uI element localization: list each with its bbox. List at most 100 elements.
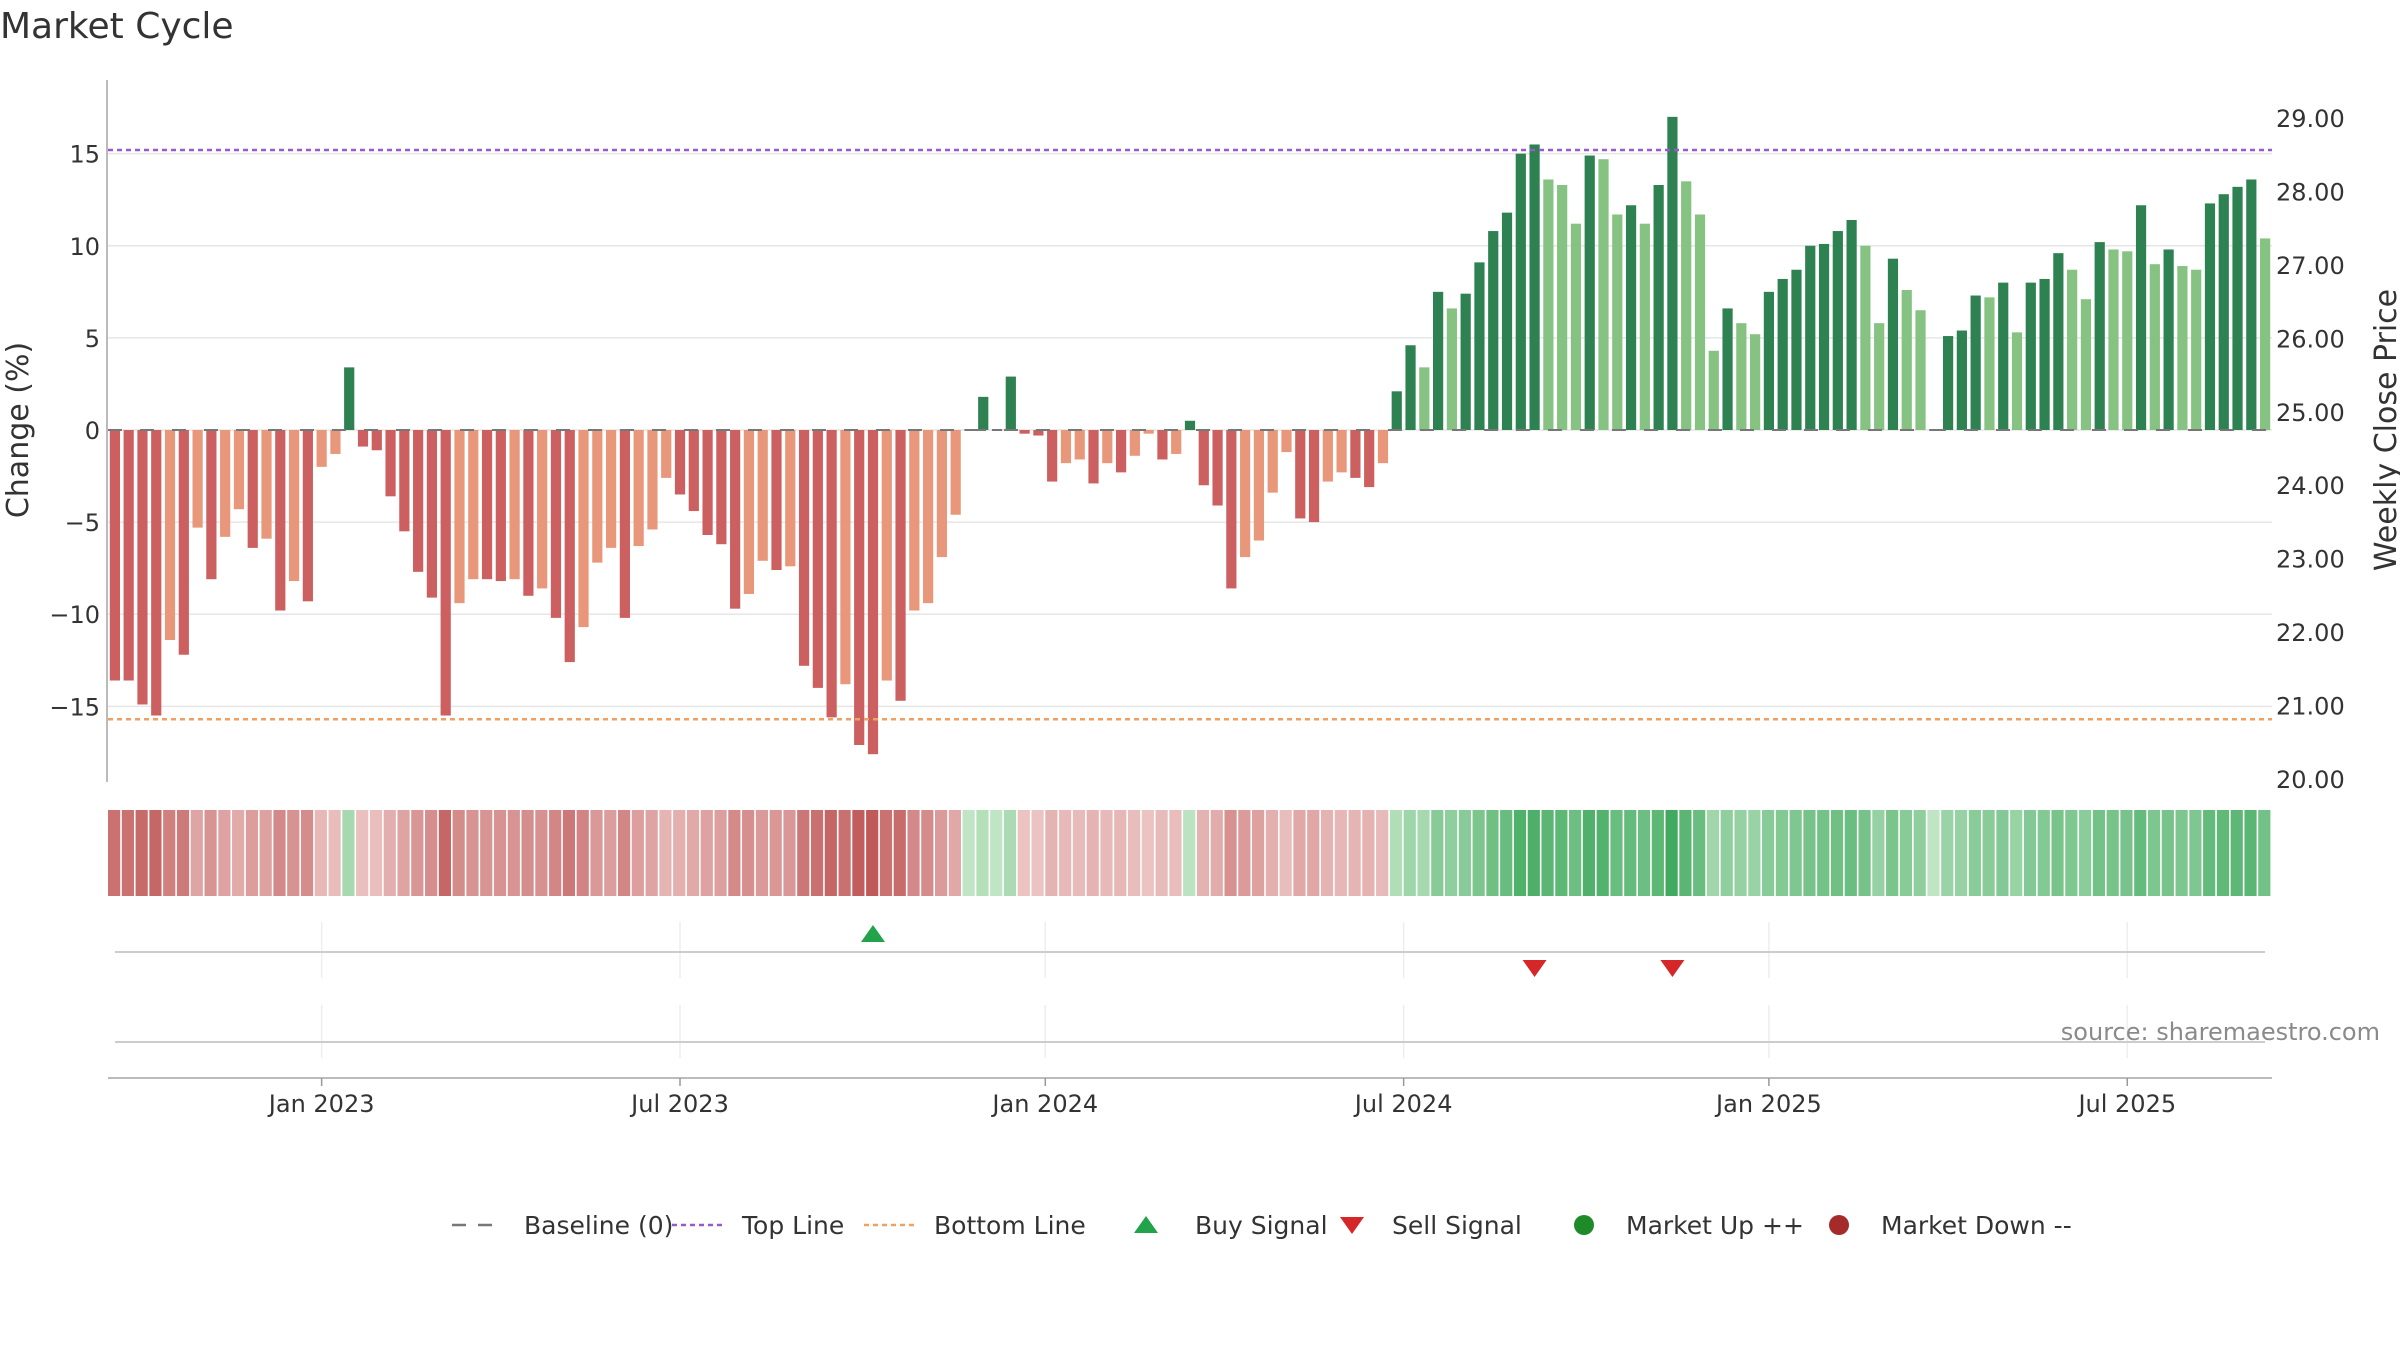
- strip-cell: [2244, 810, 2257, 896]
- bar: [1212, 430, 1223, 506]
- strip-cell: [507, 810, 520, 896]
- strip-cell: [2203, 810, 2216, 896]
- strip-cell: [1003, 810, 1017, 896]
- y-tick-label-right: 22.00: [2276, 619, 2345, 647]
- strip-cell: [2065, 810, 2078, 896]
- strip-cell: [1307, 810, 1320, 896]
- strip-cell: [1541, 810, 1554, 896]
- strip-cell: [1045, 810, 1058, 896]
- bar: [867, 430, 879, 755]
- bar: [164, 430, 176, 640]
- dot-legend-icon: [1574, 1215, 1594, 1235]
- strip-cell: [1555, 810, 1568, 896]
- strip-cell: [1665, 810, 1678, 896]
- strip-cell: [108, 810, 121, 896]
- bar: [2122, 251, 2133, 430]
- legend-item: Bottom Line: [864, 1211, 1086, 1240]
- strip-cell: [590, 810, 603, 896]
- strip-cell: [204, 810, 217, 896]
- strip-cell: [1196, 810, 1210, 896]
- bar: [1653, 185, 1664, 430]
- strip-cell: [1624, 810, 1637, 896]
- bar: [1005, 376, 1016, 430]
- strip-cell: [1458, 810, 1471, 896]
- strip-cell: [1913, 810, 1926, 896]
- strip-cell: [1858, 810, 1871, 896]
- bar: [523, 430, 534, 596]
- bar: [909, 430, 920, 611]
- strip-cell: [1362, 810, 1375, 896]
- signal-panel: [115, 922, 2265, 1058]
- source-note: source: sharemaestro.com: [2061, 1018, 2380, 1046]
- bar: [468, 430, 479, 580]
- strip-cell: [135, 810, 148, 896]
- legend: Baseline (0) Top Line Bottom Line Buy Signa…: [452, 1211, 2072, 1240]
- bar: [1253, 430, 1265, 541]
- bar: [785, 430, 796, 567]
- bar: [1956, 330, 1967, 430]
- y-tick-label-left: 5: [85, 325, 100, 353]
- strip-cell: [1899, 810, 1913, 896]
- bar: [1088, 430, 1099, 484]
- strip-cell: [1279, 810, 1292, 896]
- strip-cell: [1141, 810, 1154, 896]
- strip-cell: [1927, 810, 1940, 896]
- bar: [2218, 194, 2229, 430]
- strip-cell: [425, 810, 438, 896]
- strip-cell: [2147, 810, 2161, 896]
- bar: [1405, 345, 1416, 430]
- strip-cell: [1817, 810, 1830, 896]
- bar: [2011, 332, 2023, 430]
- strip-cell: [2106, 810, 2119, 896]
- bar: [1970, 295, 1981, 430]
- bars: [109, 116, 2271, 755]
- bar: [674, 430, 686, 495]
- y-tick-label-right: 20.00: [2276, 766, 2345, 794]
- bar: [1694, 214, 1706, 430]
- bar: [247, 430, 258, 548]
- bar: [1722, 308, 1733, 430]
- bar: [151, 430, 162, 716]
- strip-cell: [1513, 810, 1527, 896]
- x-tick-label: Jul 2024: [1353, 1090, 1453, 1118]
- bar: [220, 430, 231, 537]
- strip-cell: [1114, 810, 1127, 896]
- strip-cell: [163, 810, 176, 896]
- bar: [578, 430, 589, 628]
- x-tick-label: Jan 2023: [267, 1090, 375, 1118]
- bar: [826, 430, 837, 718]
- legend-item: Buy Signal: [1134, 1211, 1328, 1240]
- bar: [288, 430, 300, 582]
- bar: [509, 430, 520, 580]
- strip-cell: [1762, 810, 1775, 896]
- bar: [1915, 310, 1926, 430]
- axes: 15 10 5 0 −5 −10 −15 29.00 28.00 27.00 26.00 25.00 2…: [49, 80, 2345, 794]
- strip-cell: [1100, 810, 1113, 896]
- strip-cell: [411, 810, 424, 896]
- strip-cell: [810, 810, 824, 896]
- bar: [1998, 282, 2009, 430]
- strip-cell: [287, 810, 300, 896]
- legend-label: Buy Signal: [1195, 1211, 1328, 1240]
- strip-cell: [1348, 810, 1361, 896]
- bar: [1584, 155, 1595, 431]
- bar: [2246, 179, 2257, 430]
- bar: [1226, 430, 1237, 589]
- y-tick-label-right: 26.00: [2276, 325, 2345, 353]
- strip-cell: [576, 810, 589, 896]
- bar: [1157, 430, 1168, 460]
- bar: [978, 396, 989, 430]
- strip-cell: [1403, 810, 1416, 896]
- strip-cell: [838, 810, 851, 896]
- strip-cell: [356, 810, 369, 896]
- bar: [1763, 291, 1775, 430]
- strip-cell: [2161, 810, 2174, 896]
- bar: [1543, 179, 1554, 430]
- strip-cell: [493, 810, 507, 896]
- strip-cell: [176, 810, 190, 896]
- strip-cell: [879, 810, 893, 896]
- strip-cell: [976, 810, 989, 896]
- bar: [316, 430, 327, 467]
- strip-cell: [190, 810, 203, 896]
- bar: [2260, 238, 2271, 430]
